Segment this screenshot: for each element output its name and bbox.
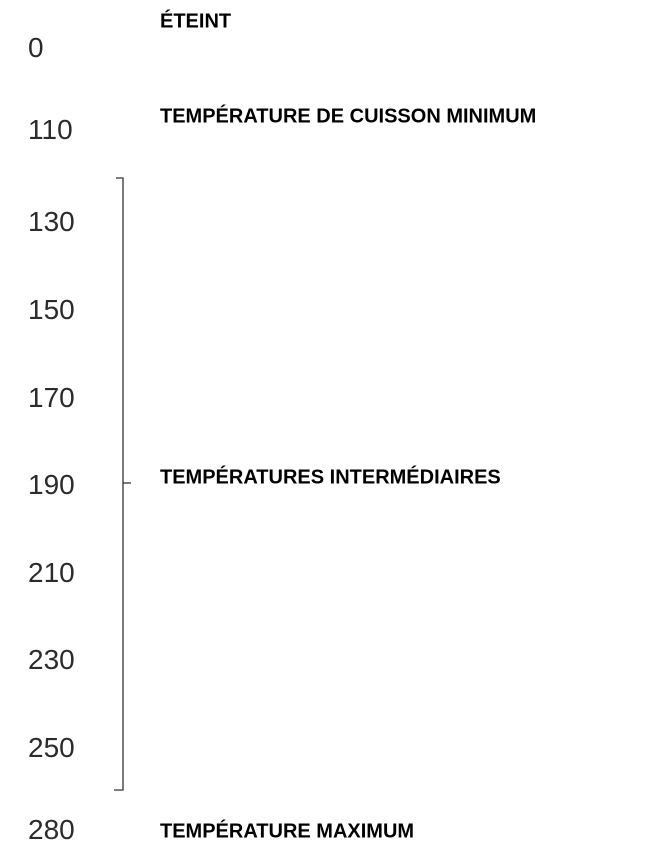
- dial-setting: 110: [28, 114, 73, 145]
- dial-setting: 170: [28, 382, 75, 413]
- bracket-line: [114, 177, 124, 791]
- setting-label: TEMPÉRATURE MAXIMUM: [160, 820, 415, 843]
- setting-label: TEMPÉRATURE DE CUISSON MINIMUM: [160, 105, 537, 128]
- dial-setting: 280: [28, 814, 75, 845]
- intermediate-label: TEMPÉRATURES INTERMÉDIAIRES: [160, 466, 501, 489]
- dial-setting: 250: [28, 732, 75, 763]
- dial-setting: 150: [28, 294, 75, 325]
- setting-label: ÉTEINT: [160, 10, 232, 33]
- dial-setting: 190: [28, 469, 75, 500]
- dial-setting: 210: [28, 557, 75, 588]
- dial-setting: 0: [28, 32, 44, 63]
- dial-setting: 130: [28, 206, 75, 237]
- dial-setting: 230: [28, 644, 75, 675]
